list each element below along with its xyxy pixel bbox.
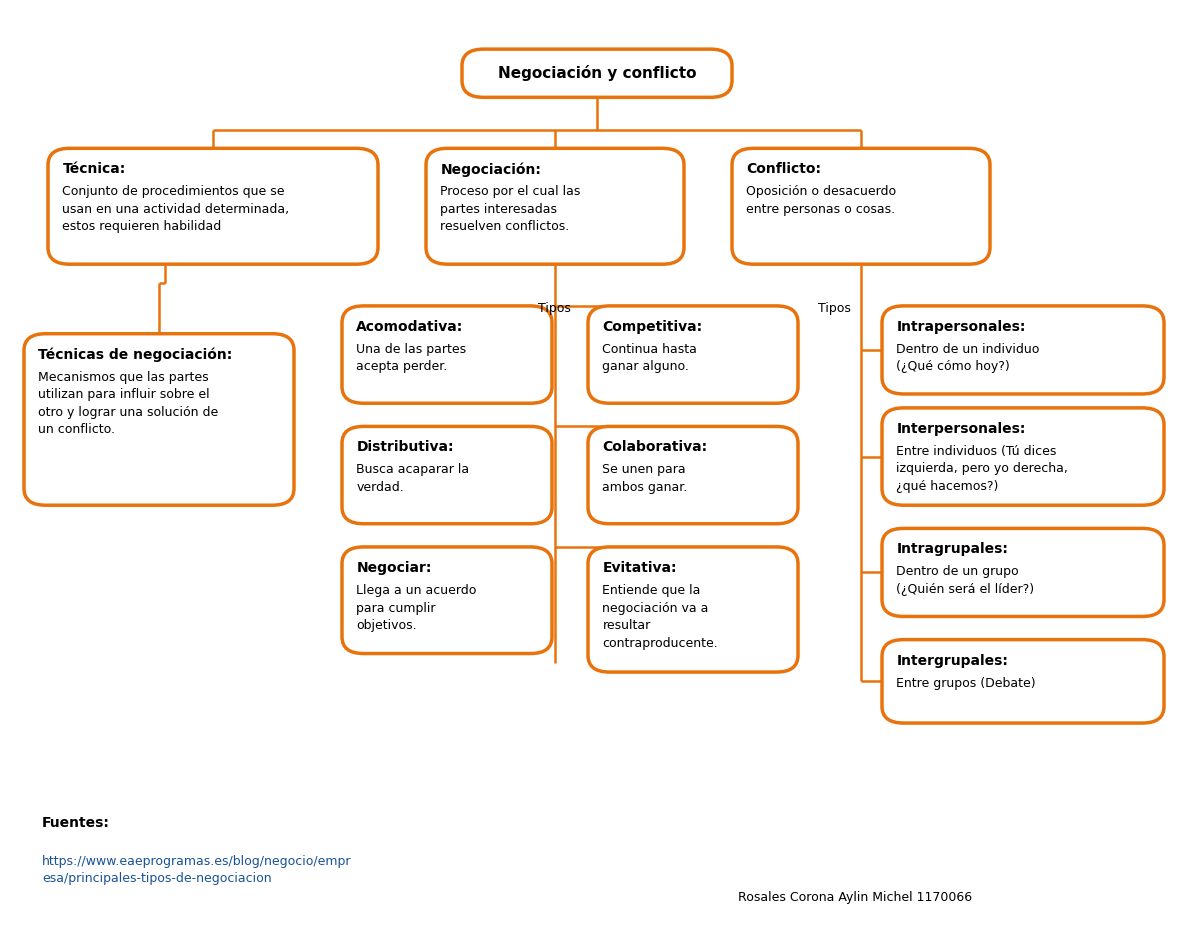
Text: Acomodativa:: Acomodativa: [356, 320, 463, 334]
FancyBboxPatch shape [882, 306, 1164, 394]
FancyBboxPatch shape [882, 528, 1164, 616]
FancyBboxPatch shape [462, 49, 732, 97]
FancyBboxPatch shape [588, 547, 798, 672]
Text: Fuentes:: Fuentes: [42, 816, 110, 830]
Text: Distributiva:: Distributiva: [356, 440, 454, 454]
FancyBboxPatch shape [426, 148, 684, 264]
Text: Colaborativa:: Colaborativa: [602, 440, 708, 454]
Text: Busca acaparar la
verdad.: Busca acaparar la verdad. [356, 464, 469, 494]
FancyBboxPatch shape [24, 334, 294, 505]
Text: Negociación y conflicto: Negociación y conflicto [498, 65, 696, 82]
FancyBboxPatch shape [882, 640, 1164, 723]
Text: Tipos: Tipos [538, 302, 571, 315]
FancyBboxPatch shape [342, 426, 552, 524]
Text: Entre grupos (Debate): Entre grupos (Debate) [896, 677, 1036, 690]
Text: Conflicto:: Conflicto: [746, 162, 821, 176]
Text: Una de las partes
acepta perder.: Una de las partes acepta perder. [356, 343, 467, 374]
FancyBboxPatch shape [48, 148, 378, 264]
Text: Intragrupales:: Intragrupales: [896, 542, 1008, 556]
Text: Rosales Corona Aylin Michel 1170066: Rosales Corona Aylin Michel 1170066 [738, 891, 972, 904]
Text: Interpersonales:: Interpersonales: [896, 422, 1026, 436]
Text: Técnicas de negociación:: Técnicas de negociación: [38, 348, 233, 362]
Text: Negociación:: Negociación: [440, 162, 541, 177]
FancyBboxPatch shape [342, 547, 552, 654]
FancyBboxPatch shape [588, 306, 798, 403]
Text: Intrapersonales:: Intrapersonales: [896, 320, 1026, 334]
Text: Evitativa:: Evitativa: [602, 561, 677, 575]
Text: Mecanismos que las partes
utilizan para influir sobre el
otro y lograr una soluc: Mecanismos que las partes utilizan para … [38, 371, 218, 437]
Text: https://www.eaeprogramas.es/blog/negocio/empr
esa/principales-tipos-de-negociaci: https://www.eaeprogramas.es/blog/negocio… [42, 855, 352, 884]
Text: Proceso por el cual las
partes interesadas
resuelven conflictos.: Proceso por el cual las partes interesad… [440, 185, 581, 234]
Text: Oposición o desacuerdo
entre personas o cosas.: Oposición o desacuerdo entre personas o … [746, 185, 896, 216]
Text: Continua hasta
ganar alguno.: Continua hasta ganar alguno. [602, 343, 697, 374]
Text: Competitiva:: Competitiva: [602, 320, 702, 334]
Text: Conjunto de procedimientos que se
usan en una actividad determinada,
estos requi: Conjunto de procedimientos que se usan e… [62, 185, 289, 234]
FancyBboxPatch shape [342, 306, 552, 403]
Text: Dentro de un individuo
(¿Qué cómo hoy?): Dentro de un individuo (¿Qué cómo hoy?) [896, 343, 1039, 374]
FancyBboxPatch shape [882, 408, 1164, 505]
FancyBboxPatch shape [732, 148, 990, 264]
Text: Entre individuos (Tú dices
izquierda, pero yo derecha,
¿qué hacemos?): Entre individuos (Tú dices izquierda, pe… [896, 445, 1068, 493]
Text: Intergrupales:: Intergrupales: [896, 654, 1008, 667]
Text: Técnica:: Técnica: [62, 162, 126, 176]
Text: Llega a un acuerdo
para cumplir
objetivos.: Llega a un acuerdo para cumplir objetivo… [356, 584, 476, 632]
Text: Entiende que la
negociación va a
resultar
contraproducente.: Entiende que la negociación va a resulta… [602, 584, 718, 650]
Text: Tipos: Tipos [817, 302, 851, 315]
Text: Se unen para
ambos ganar.: Se unen para ambos ganar. [602, 464, 688, 494]
Text: Negociar:: Negociar: [356, 561, 432, 575]
Text: Dentro de un grupo
(¿Quién será el líder?): Dentro de un grupo (¿Quién será el líder… [896, 565, 1034, 596]
FancyBboxPatch shape [588, 426, 798, 524]
